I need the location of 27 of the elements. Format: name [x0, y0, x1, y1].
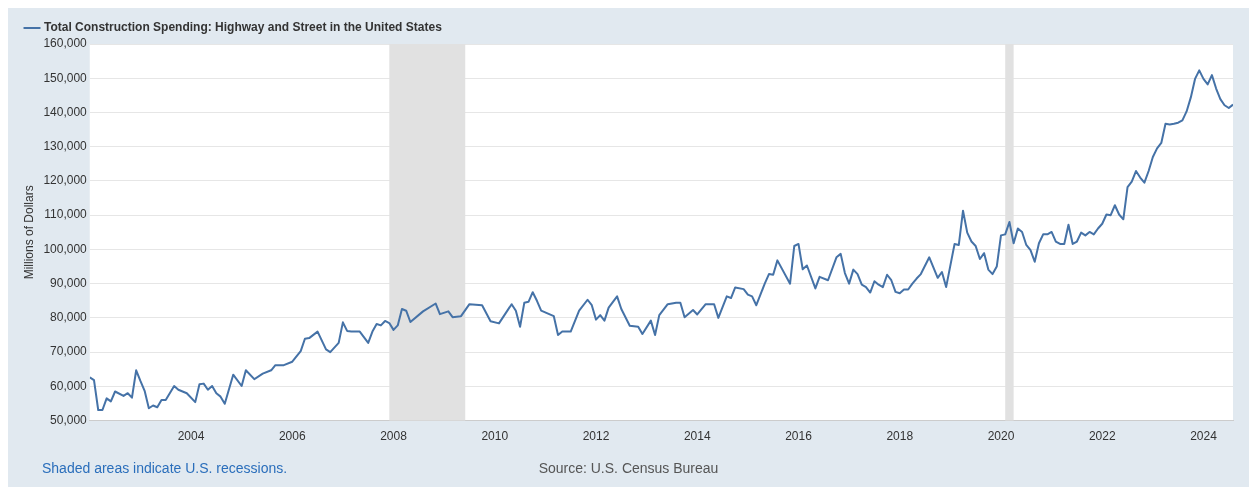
legend-label: Total Construction Spending: Highway and Street in the United States	[44, 20, 443, 35]
x-tick-label: 2012	[582, 429, 610, 444]
x-tick-label: 2022	[1088, 429, 1116, 444]
x-tick-label: 2008	[380, 429, 408, 444]
y-tick-label: 140,000	[43, 104, 88, 119]
x-tick-label: 2010	[481, 429, 509, 444]
x-tick-label: 2004	[177, 429, 205, 444]
y-tick-label: 150,000	[43, 70, 88, 85]
y-tick-label: 90,000	[50, 275, 88, 290]
x-tick-label: 2024	[1190, 429, 1218, 444]
text: Shaded areas indicate U.S. recessions.	[42, 459, 288, 476]
y-tick-label: 130,000	[43, 139, 88, 154]
x-tick-label: 2014	[683, 429, 711, 444]
y-tick-label: 60,000	[50, 378, 88, 393]
x-tick-label: 2020	[987, 429, 1015, 444]
y-tick-label: 160,000	[43, 36, 88, 51]
y-axis-title: Millions of Dollars	[21, 185, 36, 280]
y-tick-label: 100,000	[43, 241, 88, 256]
y-tick-label: 80,000	[50, 310, 88, 325]
y-tick-label: 50,000	[50, 412, 88, 427]
x-tick-label: 2016	[785, 429, 813, 444]
y-tick-label: 120,000	[43, 173, 88, 188]
x-tick-label: 2018	[886, 429, 914, 444]
x-tick-label: 2006	[278, 429, 306, 444]
source-note: Source: U.S. Census Bureau	[538, 459, 719, 476]
y-tick-label: 110,000	[44, 207, 88, 222]
y-tick-label: 70,000	[50, 344, 88, 359]
